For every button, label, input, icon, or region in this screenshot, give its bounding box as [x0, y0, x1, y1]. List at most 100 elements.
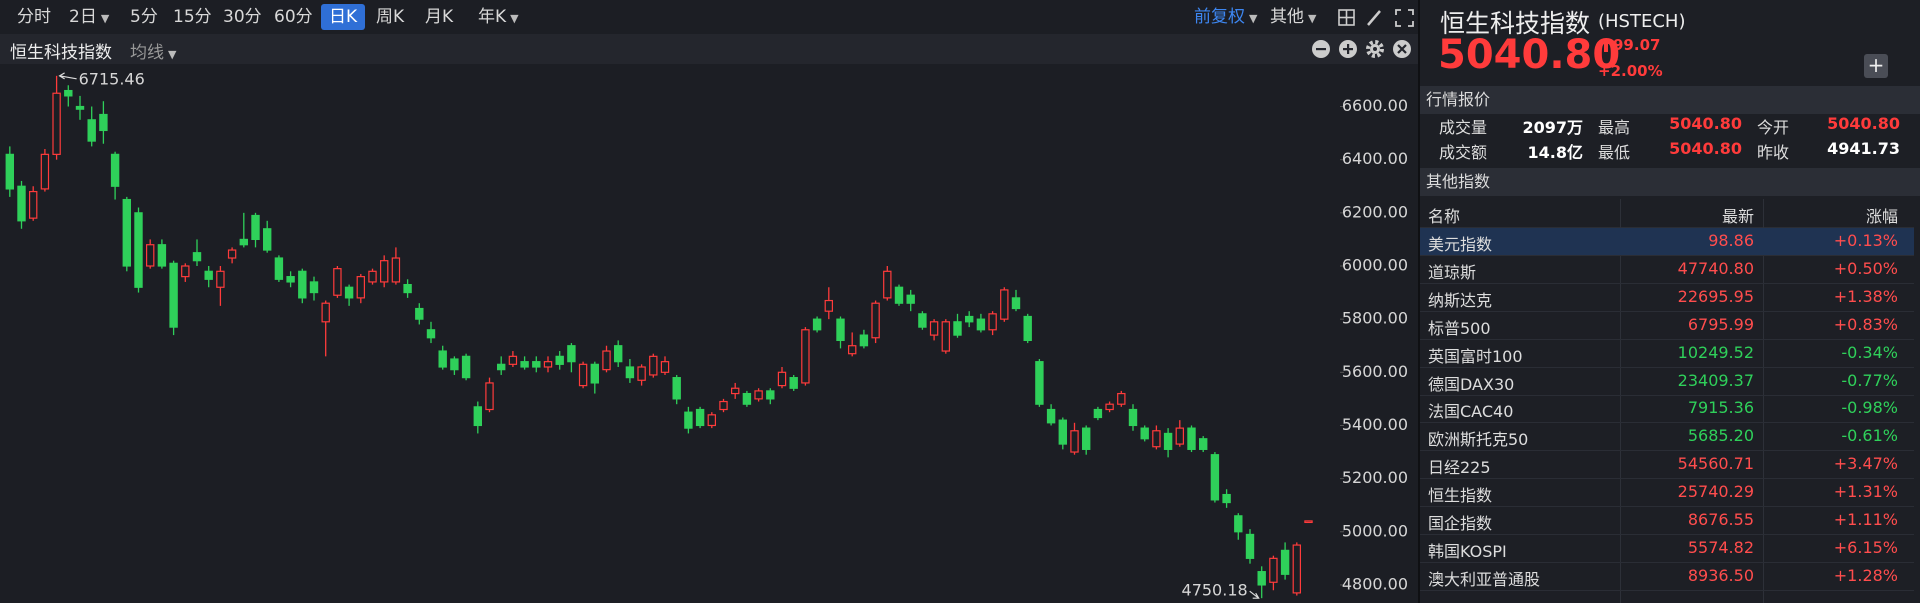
index-row[interactable]: 国企指数 8676.55 +1.11% — [1420, 507, 1914, 535]
candle-body — [1222, 493, 1231, 504]
candle-body — [847, 345, 857, 355]
add-button[interactable]: + — [1864, 54, 1888, 78]
candle-body — [1105, 403, 1114, 411]
candle-body — [368, 270, 377, 283]
index-row[interactable]: 美元指数 98.86 +0.13% — [1420, 228, 1914, 256]
index-row[interactable]: 道琼斯 47740.80 +0.50% — [1420, 256, 1914, 284]
period-tab[interactable]: 分时 — [17, 7, 51, 27]
quote-value: 2097万 — [1522, 118, 1583, 137]
layout-icon[interactable] — [1338, 9, 1355, 26]
period-tab[interactable]: 5分 — [130, 7, 158, 27]
index-last: 47740.80 — [1677, 258, 1754, 278]
fullscreen-icon[interactable] — [1395, 9, 1414, 27]
index-row[interactable]: 恒生指数 25740.29 +1.31% — [1420, 479, 1914, 508]
candle-body — [239, 238, 248, 246]
ma-dropdown[interactable]: 均线 ▼ — [130, 43, 177, 63]
index-name: 标普500 — [1428, 318, 1491, 338]
candle-body — [146, 244, 155, 267]
candle-body — [906, 294, 915, 304]
candle-body — [953, 321, 962, 336]
draw-icon[interactable] — [1367, 10, 1381, 26]
divider — [1418, 0, 1420, 603]
zoom-out[interactable] — [1312, 40, 1330, 58]
candle-body — [637, 366, 646, 381]
candle-body — [777, 371, 787, 387]
candle-body — [1292, 544, 1301, 594]
period-tab[interactable]: 年K ▼ — [478, 7, 519, 27]
period-tab[interactable]: 2日 ▼ — [69, 7, 110, 27]
index-row[interactable]: 纳斯达克 22695.95 +1.38% — [1420, 284, 1914, 312]
period-label: 年K — [478, 7, 507, 27]
quote-label: 成交量 — [1439, 118, 1488, 137]
candle-body — [122, 198, 131, 267]
index-row[interactable]: 韩国KOSPI 5574.82 +6.15% — [1420, 535, 1914, 563]
candle-body — [286, 276, 295, 283]
chart-name: 恒生科技指数 — [10, 43, 112, 63]
period-tab-selected[interactable]: 日K — [321, 4, 366, 30]
candle-body — [894, 286, 904, 304]
index-row[interactable]: 英国富时100 10249.52 -0.34% — [1420, 340, 1914, 368]
index-name: 澳大利亚普通股 — [1428, 569, 1541, 589]
index-change: +1.11% — [1833, 510, 1898, 529]
index-last: 22695.95 — [1677, 286, 1754, 306]
candle-body — [520, 361, 529, 368]
index-row[interactable]: 标普500 6795.99 +0.83% — [1420, 312, 1914, 340]
candle-body — [766, 390, 775, 400]
candle-body — [918, 313, 927, 328]
index-name: 欧洲斯托克50 — [1428, 430, 1529, 450]
quote-panel: 恒生科技指数 (HSTECH) 5040.80 99.07 +2.00% + 行… — [1420, 0, 1920, 603]
candle-body — [204, 270, 213, 280]
candle-body — [754, 390, 763, 400]
candle-body — [1198, 438, 1208, 450]
candle-body — [602, 350, 611, 371]
quote-value: 5040.80 — [1669, 139, 1742, 158]
y-tick-label: 5000.00 — [1342, 521, 1408, 540]
candle-body — [1304, 520, 1313, 524]
period-tab[interactable]: 60分 — [274, 7, 313, 27]
index-row[interactable]: 法国CAC40 7915.36 -0.98% — [1420, 395, 1914, 424]
candle-body — [29, 190, 38, 219]
index-row[interactable]: 德国DAX30 23409.37 -0.77% — [1420, 368, 1914, 396]
ma-label: 均线 — [130, 43, 164, 63]
quote-label: 昨收 — [1757, 143, 1790, 162]
candle-body — [730, 387, 740, 395]
price-change: 99.07 — [1613, 36, 1661, 54]
period-tab[interactable]: 15分 — [173, 7, 212, 27]
candle-body — [1152, 430, 1161, 448]
candle-body — [134, 212, 143, 288]
adjust-dropdown[interactable]: 前复权 ▼ — [1194, 7, 1258, 27]
candle-body — [216, 270, 225, 288]
index-last: 5685.20 — [1687, 426, 1754, 446]
other-dropdown[interactable]: 其他 ▼ — [1270, 7, 1317, 27]
index-change: +0.50% — [1833, 258, 1898, 278]
index-name: 恒生科技指数 — [1440, 9, 1591, 38]
candle-body — [1000, 289, 1009, 320]
settings[interactable] — [1366, 40, 1384, 58]
candle-body — [263, 228, 272, 251]
table-header: 名称 最新 涨幅 — [1420, 199, 1914, 228]
candle-body — [883, 270, 892, 299]
close[interactable] — [1393, 40, 1411, 58]
index-row[interactable]: 澳大利亚普通股 8936.50 +1.28% — [1420, 563, 1914, 591]
period-tab[interactable]: 月K — [425, 7, 454, 27]
candle-body — [461, 355, 471, 379]
period-tab[interactable]: 30分 — [223, 7, 262, 27]
candle-body — [321, 302, 330, 323]
index-name: 韩国KOSPI — [1428, 541, 1507, 561]
candle-body — [1081, 427, 1091, 450]
zoom-in[interactable] — [1339, 40, 1357, 58]
candle-body — [497, 363, 506, 371]
y-tick-label: 5200.00 — [1342, 468, 1408, 487]
candle-body — [415, 307, 424, 320]
index-name: 纳斯达克 — [1428, 290, 1493, 310]
candle-body — [17, 185, 26, 222]
candle-body — [742, 392, 752, 405]
index-row[interactable]: 欧洲斯托克50 5685.20 -0.61% — [1420, 423, 1914, 452]
candle-body — [1175, 427, 1184, 445]
candle-body — [555, 355, 564, 365]
period-tab[interactable]: 周K — [376, 7, 405, 27]
index-last: 23409.37 — [1677, 370, 1754, 390]
candle-body — [391, 257, 401, 283]
index-row[interactable]: 日经225 54560.71 +3.47% — [1420, 451, 1914, 480]
